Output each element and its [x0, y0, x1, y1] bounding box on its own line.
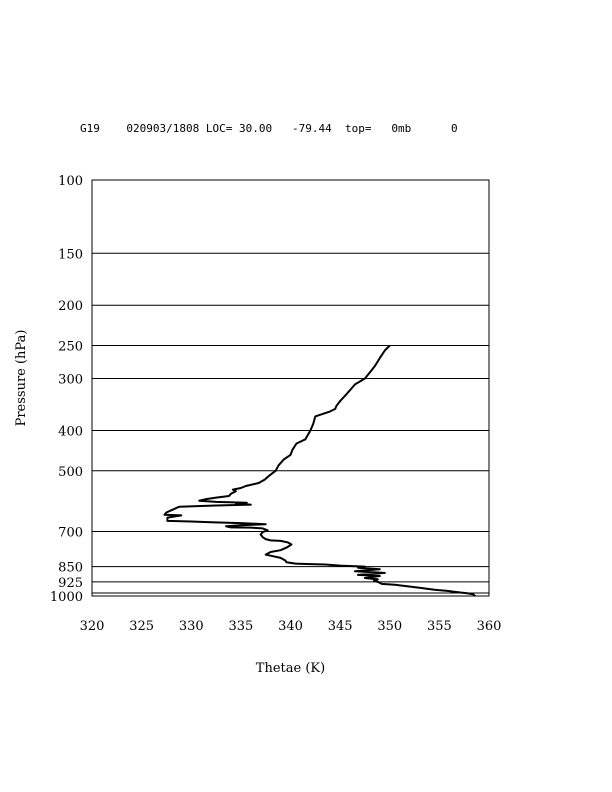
x-tick-label: 355: [427, 619, 452, 634]
x-tick-label: 335: [228, 619, 253, 634]
plot-frame: [91, 179, 490, 597]
x-tick-label: 360: [477, 619, 502, 634]
y-tick-label: 700: [58, 526, 83, 541]
datetime: 020903/1808: [126, 122, 200, 135]
x-tick-label: 345: [328, 619, 353, 634]
longitude: -79.44: [291, 122, 332, 135]
y-tick-label: 100: [58, 174, 83, 189]
x-tick-label: 350: [377, 619, 402, 634]
x-tick-labels: 320 325 330 335 340 345 350 355 360: [80, 619, 502, 634]
y-tick-label: 1000: [50, 590, 83, 605]
y-tick-label: 500: [58, 465, 83, 480]
latitude: 30.00: [238, 122, 273, 135]
x-tick-label: 320: [80, 619, 105, 634]
grid-layer: [92, 252, 489, 594]
x-tick-label: 340: [278, 619, 303, 634]
y-tick-label: 150: [58, 247, 83, 262]
x-axis-label: Thetae (K): [256, 661, 325, 676]
y-tick-label: 200: [58, 299, 83, 314]
x-tick-label: 330: [179, 619, 204, 634]
x-tick-label: 325: [129, 619, 154, 634]
y-tick-label: 300: [58, 372, 83, 387]
y-axis-label: Pressure (hPa): [14, 330, 29, 427]
y-tick-label: 925: [58, 576, 83, 591]
top-label: top=: [344, 122, 372, 135]
y-tick-label: 250: [58, 340, 83, 355]
header-extra: 0: [450, 122, 458, 135]
y-tick-label: 400: [58, 424, 83, 439]
thetae-profile-line: [163, 344, 476, 597]
top-value: 0mb: [391, 122, 412, 135]
loc-label: LOC=: [205, 122, 233, 135]
station-id: G19: [80, 122, 100, 135]
y-tick-label: 850: [58, 561, 83, 576]
chart-header: G19 020903/1808 LOC= 30.00 -79.44 top= 0…: [80, 122, 458, 135]
